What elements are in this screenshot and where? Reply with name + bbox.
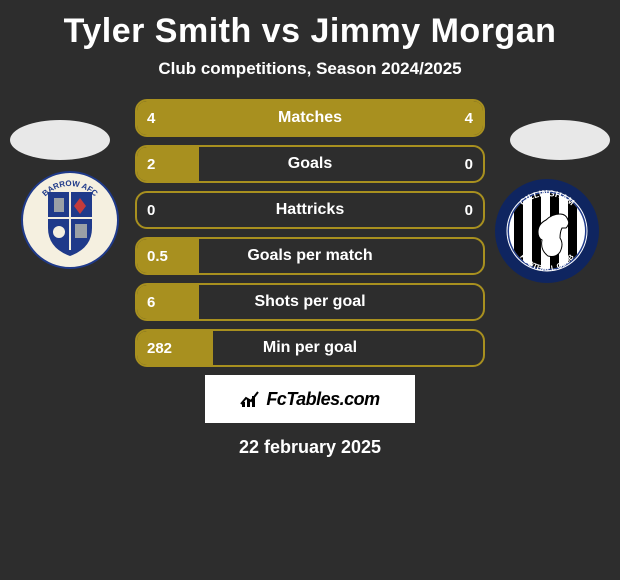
stat-value-left: 282 [147,340,172,357]
player-right-avatar [510,120,610,160]
infographic-container: Tyler Smith vs Jimmy Morgan Club competi… [0,0,620,458]
barrow-afc-icon: BARROW AFC [20,170,120,270]
gillingham-fc-icon: GILLINGHAM FOOTBALL CLUB [494,178,600,284]
stat-label: Hattricks [276,201,344,219]
club-badge-right: GILLINGHAM FOOTBALL CLUB [494,178,600,284]
chart-icon [240,390,260,408]
stat-row: 0.5 Goals per match [135,237,485,275]
stat-row: 0 Hattricks 0 [135,191,485,229]
player-left-avatar [10,120,110,160]
stat-row: 6 Shots per goal [135,283,485,321]
branding-badge: FcTables.com [205,375,415,423]
branding-text: FcTables.com [266,389,379,410]
stat-row: 4 Matches 4 [135,99,485,137]
subtitle: Club competitions, Season 2024/2025 [0,59,620,99]
stat-label: Shots per goal [254,293,365,311]
date-text: 22 february 2025 [0,423,620,458]
stat-value-right: 0 [465,202,473,219]
stat-value-right: 4 [465,110,473,127]
stat-label: Matches [278,109,342,127]
stat-label: Goals [288,155,332,173]
club-badge-left: BARROW AFC [20,170,120,270]
stat-value-right: 0 [465,156,473,173]
stat-row: 282 Min per goal [135,329,485,367]
page-title: Tyler Smith vs Jimmy Morgan [0,0,620,59]
stat-label: Goals per match [247,247,372,265]
stat-row: 2 Goals 0 [135,145,485,183]
stat-label: Min per goal [263,339,357,357]
stat-value-left: 0.5 [147,248,168,265]
stat-value-left: 6 [147,294,155,311]
stats-table: 4 Matches 4 2 Goals 0 0 Hattricks 0 0.5 Goals per … [135,99,485,367]
stat-value-left: 2 [147,156,155,173]
stat-value-left: 4 [147,110,155,127]
stat-value-left: 0 [147,202,155,219]
